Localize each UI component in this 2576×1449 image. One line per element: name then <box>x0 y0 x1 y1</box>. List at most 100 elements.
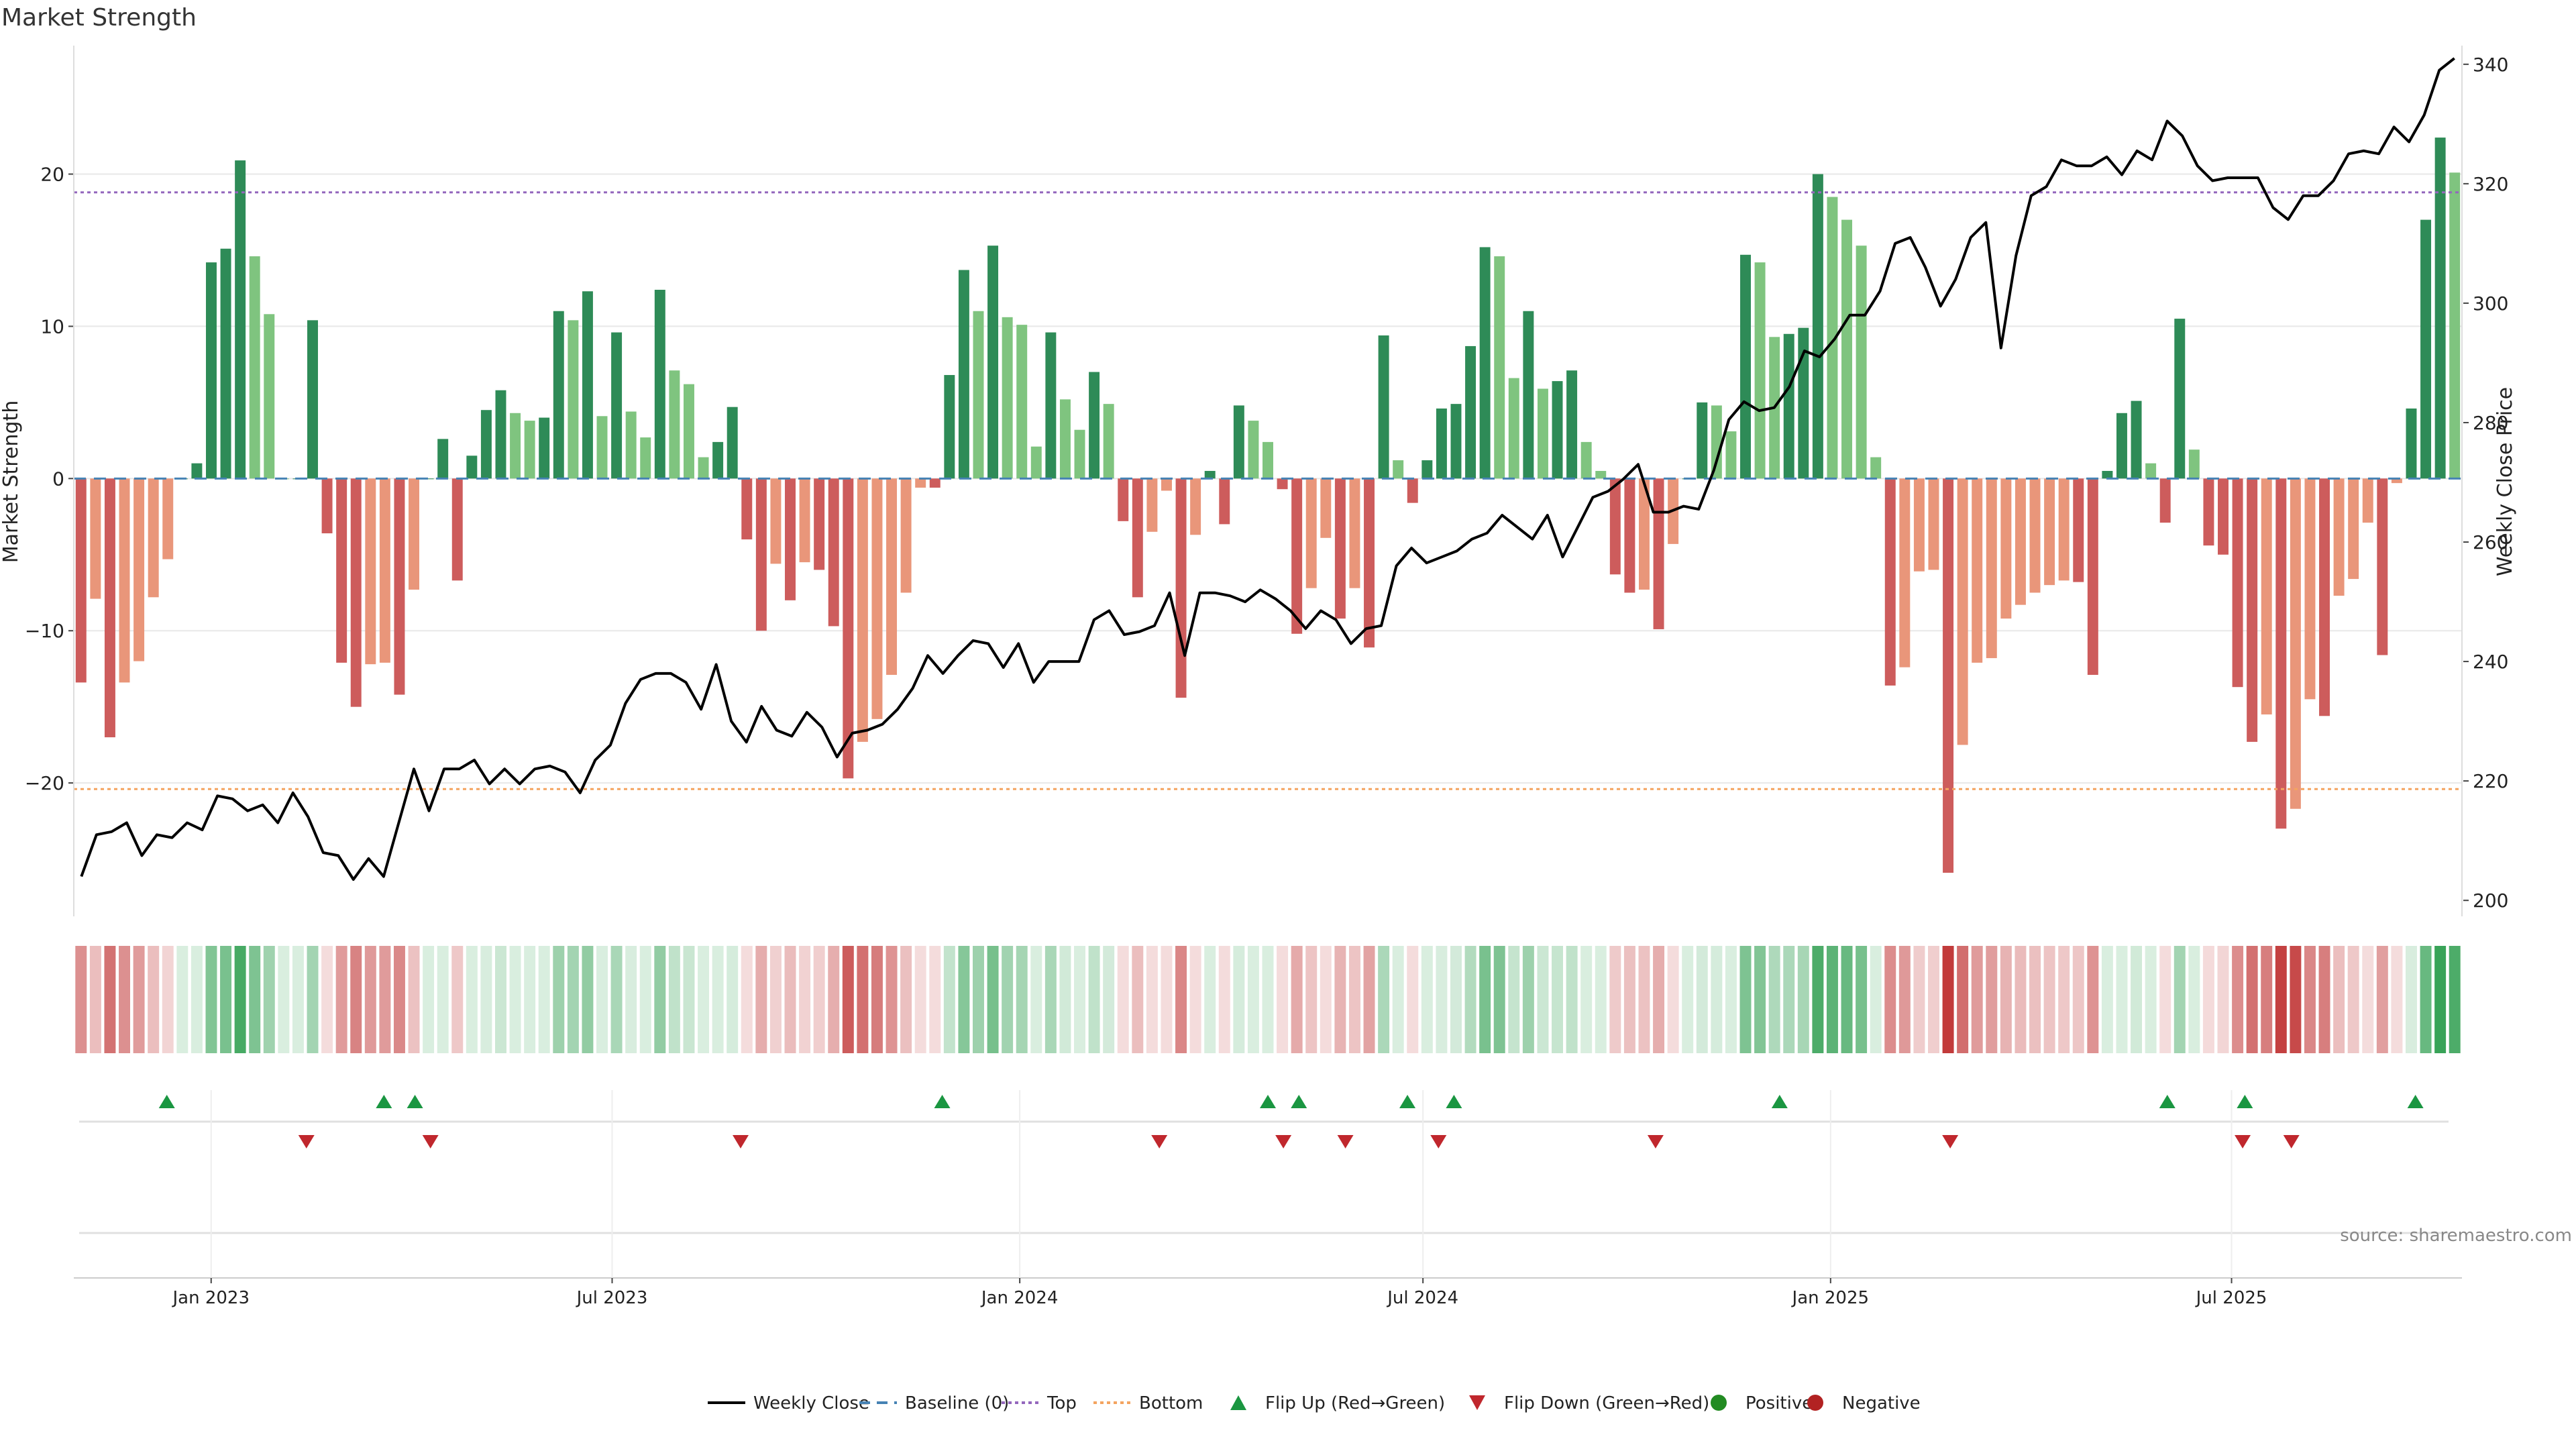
heat-cell <box>1305 946 1318 1053</box>
flip-markers-panel <box>79 1095 2449 1148</box>
heat-cell <box>1464 946 1477 1053</box>
strength-bar <box>1711 405 1722 479</box>
y2-tick-label: 260 <box>2473 531 2508 553</box>
heat-cell <box>1016 946 1028 1053</box>
strength-bar <box>1089 372 1100 479</box>
strength-bar <box>785 478 796 600</box>
heat-cell <box>2347 946 2359 1053</box>
strength-bar <box>828 478 839 627</box>
strength-bar <box>1030 446 1042 479</box>
heat-cell <box>1262 946 1274 1053</box>
heat-cell <box>1117 946 1129 1053</box>
strength-bar <box>307 320 318 479</box>
flip-up-marker <box>2159 1095 2176 1108</box>
heat-cell <box>75 946 87 1053</box>
x-tick-label: Jul 2023 <box>576 1288 648 1308</box>
strength-bar <box>1045 332 1057 479</box>
strength-bar <box>1436 408 1447 479</box>
heat-cell <box>654 946 666 1053</box>
flip-up-marker <box>1291 1095 1307 1108</box>
heat-cell <box>1711 946 1723 1053</box>
strength-bar <box>1204 470 1216 479</box>
heat-cell <box>885 946 898 1053</box>
heat-cell <box>683 946 695 1053</box>
price-series <box>80 57 2455 881</box>
heat-cell <box>712 946 724 1053</box>
strength-heat-strip <box>75 946 2461 1053</box>
strength-bar <box>148 478 159 598</box>
flip-down-marker <box>1151 1135 1168 1148</box>
strength-bar <box>1552 381 1563 479</box>
heat-cell <box>1103 946 1115 1053</box>
heat-cell <box>929 946 941 1053</box>
y2-tick-label: 320 <box>2473 173 2508 195</box>
heat-cell <box>162 946 174 1053</box>
strength-bar <box>1494 256 1505 479</box>
strength-bar <box>249 256 260 479</box>
heat-cell <box>1189 946 1201 1053</box>
strength-bar <box>1913 478 1925 572</box>
strength-bar <box>1161 478 1172 491</box>
y2-tick-label: 200 <box>2473 890 2508 912</box>
heat-cell <box>1913 946 1925 1053</box>
heat-cell <box>2217 946 2229 1053</box>
strength-bar <box>2275 478 2287 829</box>
heat-cell <box>1696 946 1708 1053</box>
strength-bar <box>133 478 145 661</box>
strength-bar <box>1827 197 1838 479</box>
strength-bar <box>669 370 680 479</box>
heat-cell <box>1797 946 1809 1053</box>
strength-bar <box>770 478 782 564</box>
strength-bar <box>539 417 550 479</box>
strength-bar <box>2449 172 2461 479</box>
strength-bar <box>2131 400 2142 479</box>
heat-cell <box>509 946 521 1053</box>
heat-cell <box>727 946 739 1053</box>
heat-cell <box>871 946 883 1053</box>
strength-bar <box>220 248 231 479</box>
heat-cell <box>278 946 290 1053</box>
strength-bar <box>1595 470 1607 479</box>
legend-label: Bottom <box>1139 1393 1203 1413</box>
strength-bar <box>1812 174 1823 479</box>
heat-cell <box>133 946 145 1053</box>
strength-bar <box>900 478 912 593</box>
strength-bar <box>1566 370 1578 479</box>
y-tick-label: 10 <box>40 315 64 337</box>
heat-cell <box>249 946 261 1053</box>
main-panel: −20 −10 0 10 20 200 220 240 260 280 300 320 340 Mar… <box>0 46 2517 916</box>
heat-cell <box>1291 946 1303 1053</box>
strength-bar <box>857 478 868 742</box>
strength-bar <box>1364 478 1375 648</box>
heat-cell <box>1754 946 1766 1053</box>
heat-cell <box>1682 946 1694 1053</box>
heat-cell <box>2043 946 2055 1053</box>
heat-cell <box>2145 946 2157 1053</box>
flip-down-marker <box>298 1135 315 1148</box>
heat-cell <box>1378 946 1390 1053</box>
strength-bar <box>1002 317 1013 479</box>
heat-cell <box>191 946 203 1053</box>
strength-bar <box>973 311 984 479</box>
strength-bar <box>2362 478 2373 523</box>
heat-cell <box>393 946 405 1053</box>
strength-bar <box>1291 478 1303 634</box>
strength-bar <box>2073 478 2084 582</box>
heat-cell <box>119 946 130 1053</box>
strength-bar <box>2247 478 2258 742</box>
heat-cell <box>1002 946 1014 1053</box>
strength-bar <box>162 478 174 559</box>
strength-bar <box>2203 478 2214 546</box>
heat-cell <box>1870 946 1882 1053</box>
strength-bar <box>553 311 564 479</box>
flip-down-marker <box>422 1135 439 1148</box>
heat-cell <box>625 946 637 1053</box>
strength-bar <box>1132 478 1143 598</box>
flip-down-marker <box>1942 1135 1959 1148</box>
heat-cell <box>567 946 579 1053</box>
heat-cell <box>1204 946 1216 1053</box>
heat-cell <box>1493 946 1505 1053</box>
heat-cell <box>2406 946 2417 1053</box>
flip-down-marker <box>1337 1135 1354 1148</box>
